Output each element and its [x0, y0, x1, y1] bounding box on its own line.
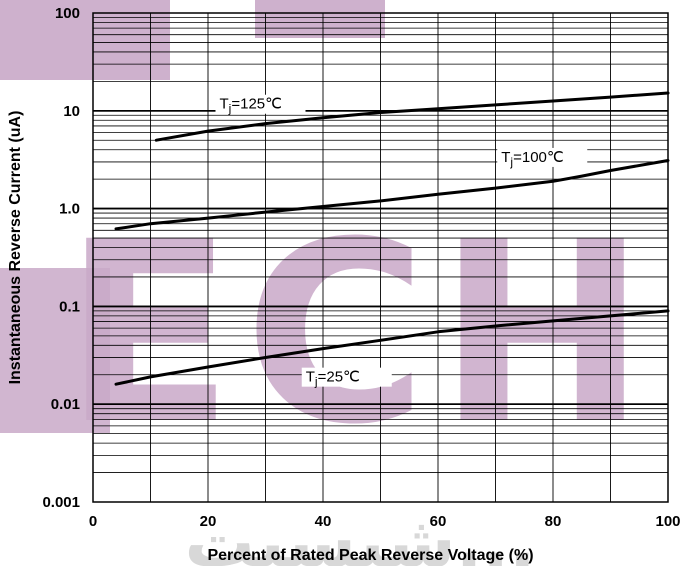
- x-axis-title: Percent of Rated Peak Reverse Voltage (%…: [207, 547, 533, 564]
- curves: [114, 91, 670, 386]
- grid: [93, 13, 668, 502]
- x-tick-label: 20: [200, 513, 217, 530]
- watermark-block-top-left: [0, 0, 170, 80]
- series-label-2: Tj=25℃: [306, 369, 360, 389]
- series-label-bg-2: [301, 367, 392, 387]
- watermark-bottom-text: شبسیت...: [184, 501, 535, 566]
- watermark-block-top: [255, 0, 385, 38]
- y-tick-label: 0.001: [42, 494, 80, 511]
- y-tick-label: 100: [55, 5, 80, 22]
- watermark-text: ECH: [63, 188, 656, 479]
- series-line-0: [154, 91, 670, 142]
- y-tick-label: 10: [63, 103, 80, 120]
- x-tick-label: 80: [545, 513, 562, 530]
- x-tick-label: 100: [655, 513, 680, 530]
- y-tick-label: 1.0: [59, 201, 80, 218]
- series-line-2: [114, 309, 670, 386]
- plot-frame: [92, 12, 669, 503]
- x-tick-label: 0: [89, 513, 97, 530]
- x-tick-label: 40: [315, 513, 332, 530]
- y-axis-title: Instantaneous Reverse Current (uA): [7, 111, 24, 385]
- y-tick-label: 0.01: [51, 396, 80, 413]
- watermark: ECH شبسیت...: [0, 0, 656, 566]
- series-line-1: [114, 159, 670, 231]
- series-label-bg-1: [497, 147, 588, 167]
- watermark-block-left: [0, 268, 110, 433]
- tick-labels: 0 20 40 60 80 100 100 10 1.0 0.1 0.01 0.001: [42, 5, 680, 530]
- curve-labels: Tj=125℃ Tj=100℃ Tj=25℃: [215, 94, 588, 389]
- series-label-1: Tj=100℃: [501, 149, 563, 169]
- y-tick-label: 0.1: [59, 298, 80, 315]
- series-label-bg-0: [215, 94, 306, 114]
- series-label-0: Tj=125℃: [220, 96, 282, 116]
- x-tick-label: 60: [430, 513, 447, 530]
